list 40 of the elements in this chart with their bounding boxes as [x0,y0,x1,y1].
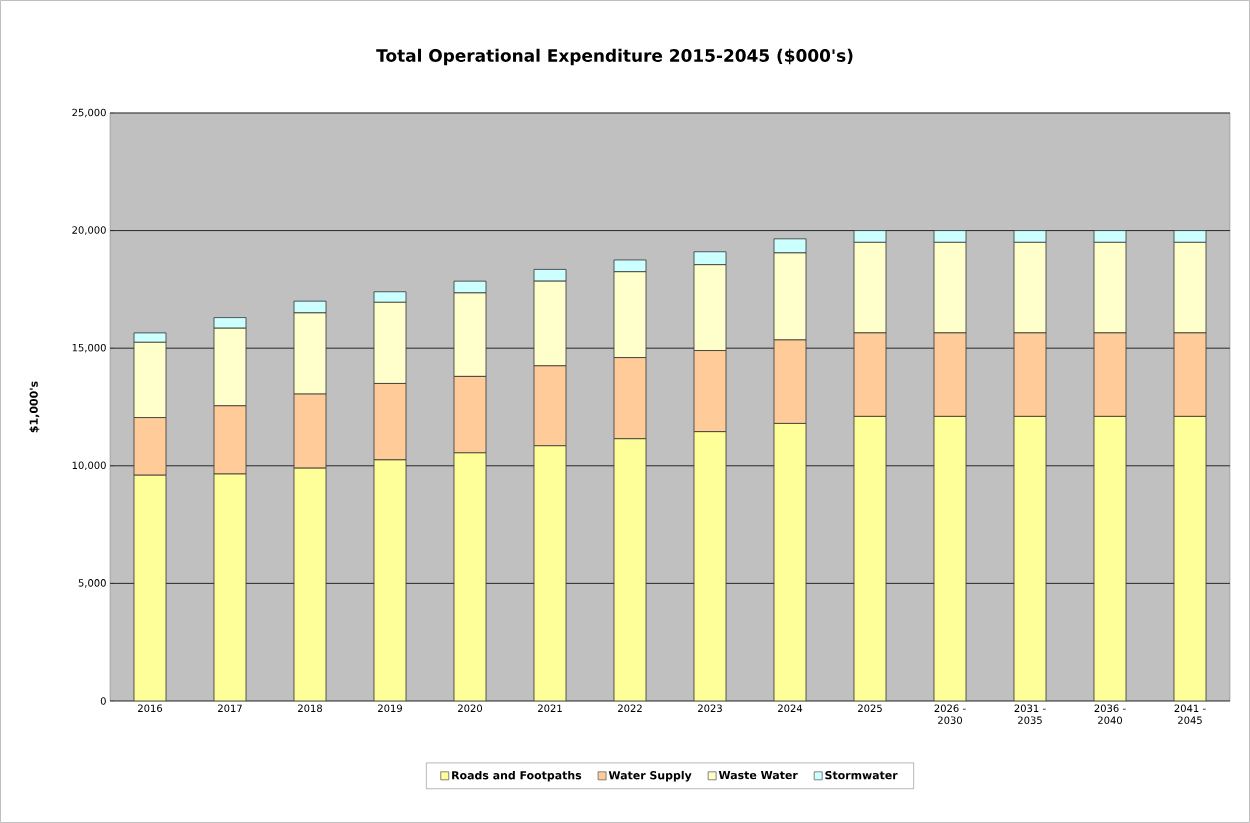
x-tick-label: 2016 [138,704,163,713]
bar [293,467,327,701]
bar [213,473,247,701]
legend-label: Stormwater [825,771,898,780]
x-tick-label: 2022 [618,704,642,713]
bar [1173,415,1207,701]
x-tick-label: 2017 [218,704,242,713]
bar [133,474,167,701]
bar [853,415,887,701]
x-tick-label: 2021 [538,704,562,713]
bar [613,438,647,701]
chart-title: Total Operational Expenditure 2015-2045 ($000's) [376,48,853,66]
x-tick-label: 2020 [458,704,483,713]
y-tick-label: 5,000 [78,579,106,588]
y-tick-label: 25,000 [72,108,106,118]
bar [453,452,487,701]
x-tick-label: 2018 [298,704,322,713]
y-tick-label: 0 [100,697,106,705]
y-tick-label: 15,000 [72,343,106,353]
x-tick-label: 2036 - 2040 [1094,704,1126,724]
x-tick-label: 2041 - 2045 [1174,704,1206,724]
y-tick-label: 10,000 [72,461,106,471]
x-tick-label: 2019 [378,704,402,713]
bar [773,423,807,701]
x-tick-label: 2026 - 2030 [934,704,966,724]
y-axis-title: $1,000's [29,381,40,433]
legend-label: Water Supply [608,770,692,782]
bar [533,445,567,701]
bar [693,431,727,701]
bar [373,459,407,701]
x-tick-label: 2025 [858,704,882,713]
bar [933,415,967,701]
x-tick-label: 2024 [778,704,803,713]
legend-label: Waste Water [718,771,798,780]
legend-label: Roads and Footpaths [452,770,582,782]
bar [1093,415,1127,701]
x-tick-label: 2023 [698,704,722,713]
y-tick-label: 20,000 [72,226,106,235]
x-tick-label: 2031 - 2035 [1014,704,1046,724]
bar [1013,415,1047,701]
